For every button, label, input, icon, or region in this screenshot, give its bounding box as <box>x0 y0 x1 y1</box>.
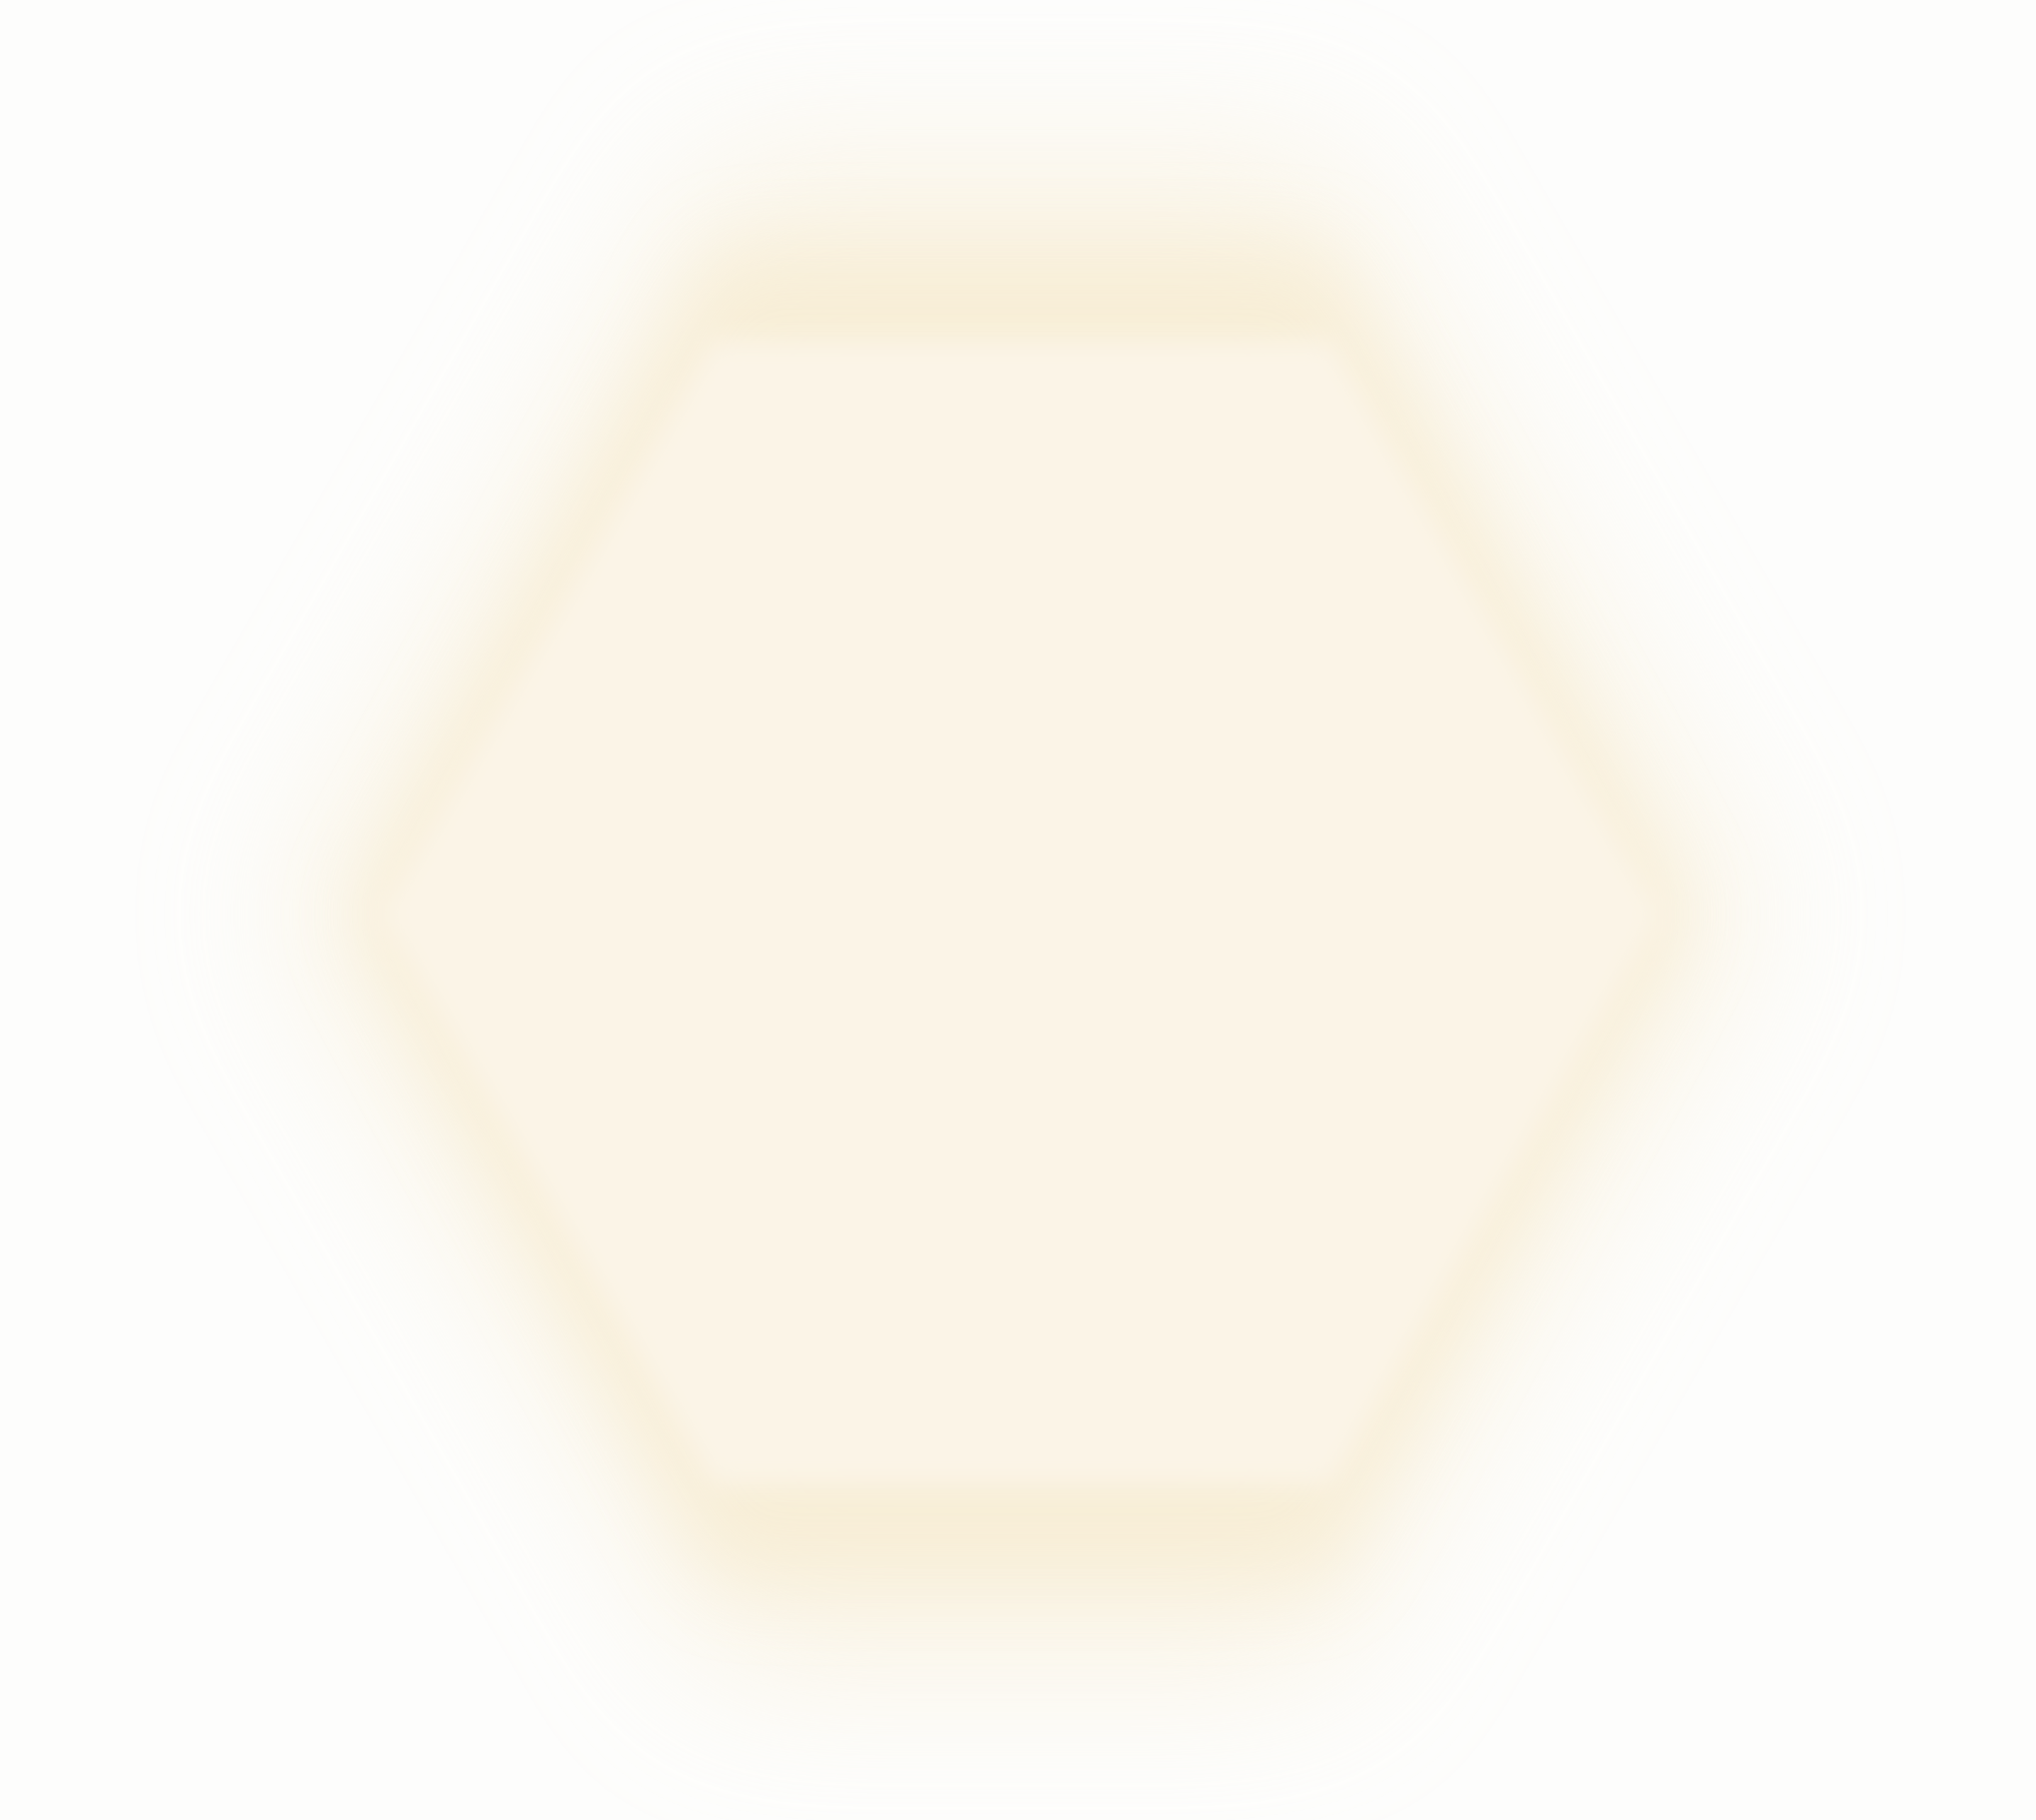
hexagon-core <box>379 340 1662 1485</box>
